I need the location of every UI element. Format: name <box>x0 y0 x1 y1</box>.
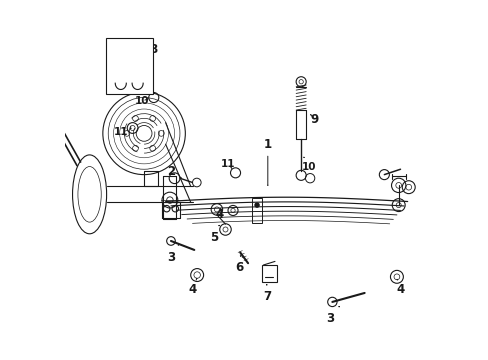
Bar <box>251 198 262 223</box>
Text: 11: 11 <box>221 159 235 169</box>
Text: 6: 6 <box>235 256 243 274</box>
Text: 4: 4 <box>215 208 223 221</box>
Bar <box>106 39 153 94</box>
Text: 11: 11 <box>113 127 131 136</box>
Text: 1: 1 <box>263 138 271 185</box>
Text: 3: 3 <box>166 244 179 264</box>
Text: 2: 2 <box>166 165 181 178</box>
Text: 5: 5 <box>209 225 219 244</box>
Bar <box>261 265 276 282</box>
Text: 10: 10 <box>301 157 316 172</box>
Text: 10: 10 <box>135 96 149 106</box>
Text: 9: 9 <box>310 113 318 126</box>
Text: 4: 4 <box>188 278 197 296</box>
Text: 8: 8 <box>144 42 157 56</box>
Circle shape <box>254 203 259 207</box>
Text: 4: 4 <box>396 279 404 296</box>
Text: 7: 7 <box>263 284 271 303</box>
Text: 3: 3 <box>326 306 339 325</box>
